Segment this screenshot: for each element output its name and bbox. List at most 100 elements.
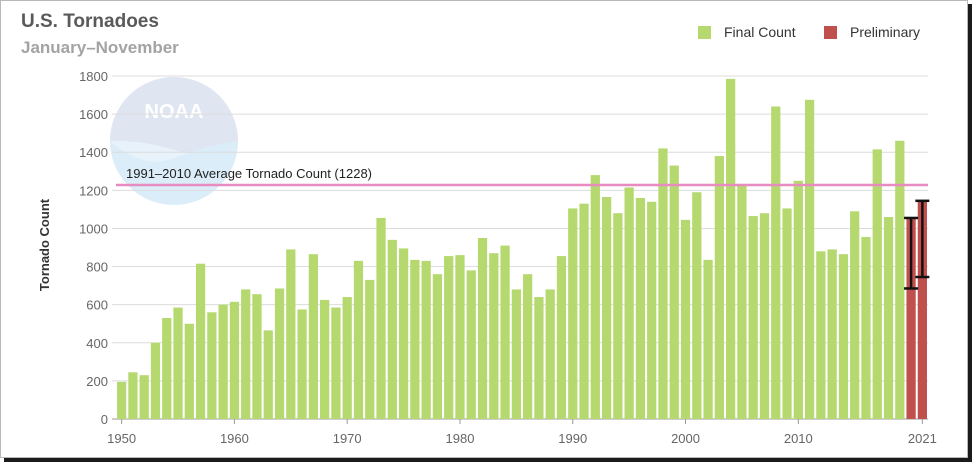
bar-1968 [320,299,330,419]
noaa-logo-text: NOAA [145,101,204,123]
bar-2011 [804,99,815,419]
average-line-label: 1991–2010 Average Tornado Count (1228) [126,166,372,181]
legend-item-preliminary[interactable]: Preliminary [824,24,920,40]
bar-1967 [308,254,318,419]
bar-2000 [680,219,691,419]
bar-2010 [793,180,803,419]
bar-1972 [365,279,375,419]
bar-2012 [816,251,826,419]
y-tick-label: 1800 [79,69,108,84]
y-tick-label: 800 [86,260,108,275]
bar-2021 [917,200,927,419]
bar-1979 [444,256,454,419]
bar-2009 [782,208,792,419]
y-tick-label: 1200 [79,183,108,198]
x-axis-ticks: 1950 1960 1970 1980 1990 2000 2010 2021 [107,419,937,446]
bar-1985 [511,289,521,419]
bar-1965 [286,249,296,419]
bar-1984 [500,245,510,419]
bar-1996 [635,197,646,419]
bar-1977 [421,260,431,419]
bar-1987 [534,297,544,419]
bar-1994 [613,213,623,419]
x-tick-label: 1980 [446,431,475,446]
bar-2020 [906,217,916,419]
x-tick-label: 1970 [333,431,362,446]
bar-2004 [726,78,736,419]
bar-2005 [737,184,747,419]
y-tick-label: 600 [86,298,108,313]
bar-1989 [556,256,567,419]
bar-1963 [263,330,273,419]
bar-1961 [241,289,251,419]
x-tick-label: 2000 [671,431,700,446]
chart-title: U.S. Tornadoes [21,11,159,32]
bar-1957 [195,263,206,419]
bar-1975 [398,248,409,419]
bar-1962 [252,294,262,419]
bar-2013 [827,249,837,419]
bar-1988 [545,289,555,419]
bar-1964 [274,288,285,419]
x-tick-label: 1990 [558,431,587,446]
bar-1953 [150,342,161,419]
y-axis-label: Tornado Count [37,198,52,291]
bar-2017 [872,149,882,419]
error-bars [904,199,930,290]
bar-2002 [703,259,713,419]
bar-1983 [489,253,499,419]
bar-1997 [647,201,657,419]
bar-1973 [376,217,386,419]
bar-1971 [353,260,364,419]
bar-2014 [838,254,849,419]
bar-1998 [658,148,668,419]
bar-1952 [139,375,149,419]
bar-2006 [748,216,758,419]
x-tick-label: 1960 [220,431,249,446]
bar-1951 [128,372,138,419]
bar-1969 [331,307,341,419]
legend-swatch-preliminary [824,25,837,39]
bar-1990 [568,208,578,419]
bar-2015 [850,211,860,419]
y-tick-label: 1000 [79,221,108,236]
y-tick-label: 1400 [79,145,108,160]
legend-item-final-count[interactable]: Final Count [698,24,796,40]
legend-label-preliminary: Preliminary [850,24,921,40]
bar-1982 [477,237,488,419]
bar-2007 [759,213,770,419]
bar-2018 [883,217,894,419]
x-tick-label: 1950 [107,431,136,446]
tornado-bar-chart: NOAA 0 200 400 600 800 1000 1200 1400 1600 1800 1… [37,69,937,446]
bar-1981 [466,270,476,419]
bar-1970 [342,297,352,419]
bar-1976 [410,259,420,419]
legend-swatch-final-count [698,25,711,39]
y-tick-label: 1600 [79,107,108,122]
noaa-logo-icon: NOAA [110,77,238,205]
bar-1954 [162,318,172,419]
y-tick-label: 200 [86,374,108,389]
bar-1966 [297,309,307,419]
y-tick-label: 0 [101,412,108,427]
bar-1959 [218,304,228,419]
bar-2016 [861,237,871,419]
bar-1995 [624,187,634,419]
y-tick-label: 400 [86,336,108,351]
bar-1958 [207,312,217,419]
bar-2019 [895,140,905,420]
bar-2001 [692,192,702,419]
y-axis-ticks: 0 200 400 600 800 1000 1200 1400 1600 1800 [79,69,108,427]
bar-1991 [579,203,589,419]
bar-1980 [455,255,465,419]
x-tick-label: 2010 [784,431,813,446]
bar-1960 [229,301,240,419]
bar-1955 [173,307,183,419]
bar-1986 [523,274,533,419]
chart-subtitle: January–November [21,38,179,57]
bar-1999 [669,165,679,419]
bar-1993 [601,197,612,419]
bar-2003 [714,156,724,420]
bar-1956 [184,323,194,419]
x-tick-label: 2021 [908,431,937,446]
